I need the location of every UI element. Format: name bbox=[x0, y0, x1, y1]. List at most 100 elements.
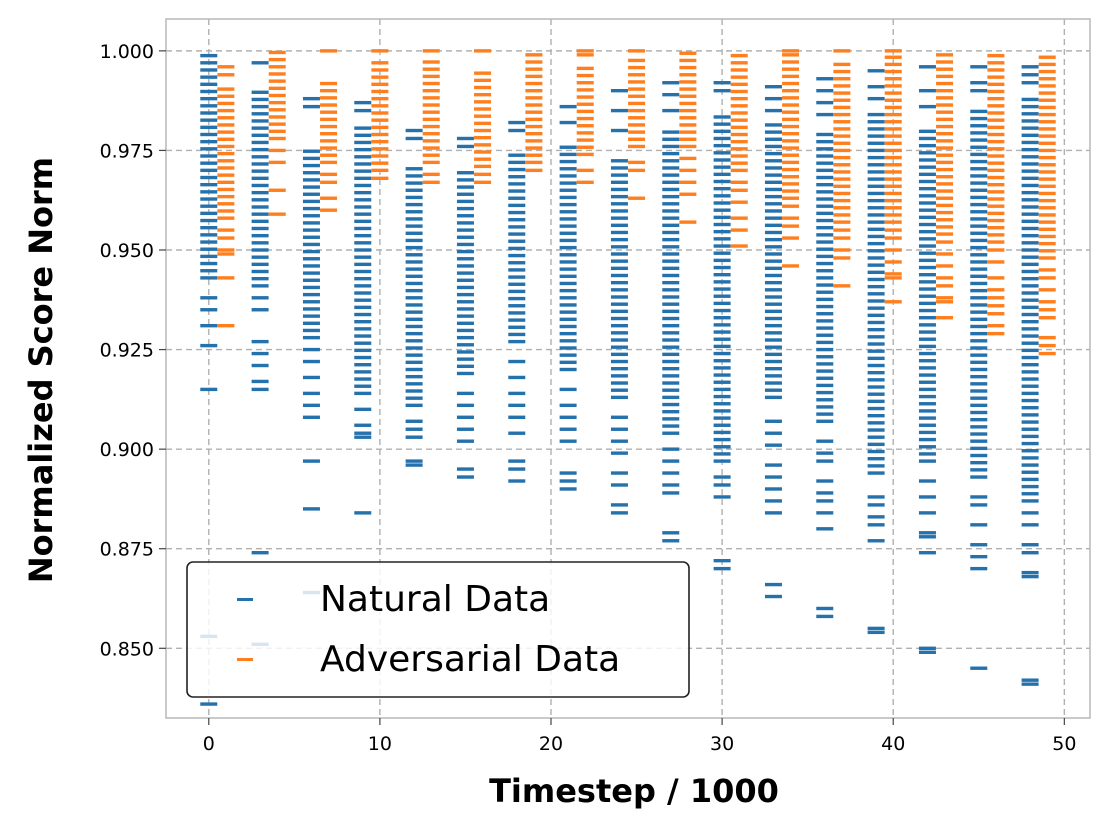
natural-data-point bbox=[251, 269, 269, 274]
adversarial-data-point bbox=[371, 132, 389, 137]
natural-data-point bbox=[251, 363, 269, 368]
natural-data-point bbox=[662, 180, 680, 184]
natural-data-point bbox=[867, 313, 885, 318]
natural-data-point bbox=[764, 137, 782, 141]
adversarial-data-point bbox=[782, 216, 800, 220]
natural-data-point bbox=[918, 359, 936, 363]
natural-data-point bbox=[764, 499, 782, 503]
natural-data-point bbox=[918, 88, 936, 93]
adversarial-data-point bbox=[320, 88, 338, 93]
natural-data-point bbox=[508, 375, 526, 380]
natural-data-point bbox=[867, 464, 885, 468]
natural-data-point bbox=[918, 402, 936, 406]
natural-data-point bbox=[405, 224, 423, 228]
adversarial-data-point bbox=[628, 101, 646, 106]
natural-data-point bbox=[918, 294, 936, 298]
natural-data-point bbox=[764, 338, 782, 342]
adversarial-data-point bbox=[833, 49, 851, 53]
natural-data-point bbox=[405, 367, 423, 372]
natural-data-point bbox=[405, 296, 423, 300]
natural-data-point bbox=[354, 212, 372, 216]
adversarial-data-point bbox=[371, 96, 389, 101]
natural-data-point bbox=[508, 339, 526, 344]
adversarial-data-point bbox=[422, 49, 440, 53]
natural-data-point bbox=[867, 406, 885, 411]
adversarial-data-point bbox=[371, 176, 389, 181]
natural-data-point bbox=[816, 333, 834, 337]
natural-data-point bbox=[970, 367, 988, 372]
natural-data-point bbox=[302, 307, 320, 311]
natural-data-point bbox=[200, 254, 218, 259]
natural-data-point bbox=[610, 503, 628, 507]
natural-data-point bbox=[662, 92, 680, 97]
x-tick-label: 30 bbox=[710, 733, 734, 755]
natural-data-point bbox=[918, 265, 936, 270]
natural-data-point bbox=[662, 395, 680, 400]
natural-data-point bbox=[559, 317, 577, 322]
adversarial-data-point bbox=[1038, 184, 1056, 188]
natural-data-point bbox=[816, 276, 834, 280]
natural-data-point bbox=[508, 467, 526, 471]
natural-data-point bbox=[662, 266, 680, 271]
adversarial-data-point bbox=[371, 82, 389, 87]
natural-data-point bbox=[918, 351, 936, 356]
natural-data-point bbox=[816, 369, 834, 373]
adversarial-data-point bbox=[987, 226, 1005, 230]
natural-data-point bbox=[354, 262, 372, 267]
adversarial-data-point bbox=[422, 139, 440, 143]
natural-data-point bbox=[918, 258, 936, 263]
adversarial-data-point bbox=[576, 66, 594, 71]
natural-data-point bbox=[405, 231, 423, 235]
adversarial-data-point bbox=[884, 228, 902, 232]
natural-data-point bbox=[867, 385, 885, 389]
natural-data-point bbox=[456, 264, 474, 268]
natural-data-point bbox=[918, 201, 936, 205]
natural-data-point bbox=[970, 554, 988, 559]
adversarial-data-point bbox=[730, 96, 748, 101]
natural-data-point bbox=[200, 89, 218, 94]
natural-data-point bbox=[713, 402, 731, 406]
natural-data-point bbox=[662, 81, 680, 85]
natural-data-point bbox=[251, 162, 269, 166]
adversarial-data-point bbox=[268, 148, 286, 153]
adversarial-data-point bbox=[217, 65, 235, 69]
natural-data-point bbox=[354, 431, 372, 435]
adversarial-data-point bbox=[936, 196, 954, 200]
adversarial-data-point bbox=[987, 190, 1005, 194]
natural-data-point bbox=[918, 316, 936, 320]
adversarial-data-point bbox=[268, 57, 286, 62]
adversarial-data-point bbox=[1038, 170, 1056, 174]
adversarial-data-point bbox=[884, 148, 902, 153]
natural-data-point bbox=[354, 248, 372, 252]
natural-data-point bbox=[302, 264, 320, 268]
natural-data-point bbox=[1021, 73, 1039, 77]
natural-data-point bbox=[610, 331, 628, 335]
natural-data-point bbox=[764, 130, 782, 134]
natural-data-point bbox=[405, 360, 423, 365]
natural-data-point bbox=[867, 515, 885, 519]
adversarial-data-point bbox=[936, 296, 954, 300]
adversarial-data-point bbox=[576, 102, 594, 106]
natural-data-point bbox=[764, 280, 782, 285]
natural-data-point bbox=[867, 234, 885, 239]
natural-data-point bbox=[302, 278, 320, 282]
natural-data-point bbox=[713, 129, 731, 134]
natural-data-point bbox=[354, 162, 372, 166]
natural-data-point bbox=[867, 148, 885, 153]
plot-frame bbox=[165, 18, 1091, 719]
natural-data-point bbox=[354, 377, 372, 381]
natural-data-point bbox=[867, 170, 885, 174]
natural-data-point bbox=[354, 233, 372, 238]
adversarial-data-point bbox=[1038, 134, 1056, 138]
adversarial-data-point bbox=[833, 248, 851, 252]
natural-data-point bbox=[610, 288, 628, 292]
natural-data-point bbox=[405, 374, 423, 379]
natural-data-point bbox=[354, 126, 372, 130]
natural-data-point bbox=[559, 274, 577, 278]
natural-data-point bbox=[508, 282, 526, 286]
natural-data-point bbox=[867, 220, 885, 224]
natural-data-point bbox=[559, 231, 577, 235]
natural-data-point bbox=[816, 312, 834, 316]
natural-data-point bbox=[251, 241, 269, 245]
natural-data-point bbox=[610, 316, 628, 321]
